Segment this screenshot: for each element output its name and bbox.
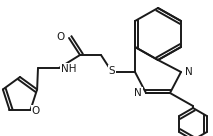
Text: NH: NH <box>61 64 76 74</box>
Text: N: N <box>134 88 142 98</box>
Text: N: N <box>185 67 193 77</box>
Text: O: O <box>57 32 65 42</box>
Text: S: S <box>109 66 115 76</box>
Text: O: O <box>32 106 40 116</box>
